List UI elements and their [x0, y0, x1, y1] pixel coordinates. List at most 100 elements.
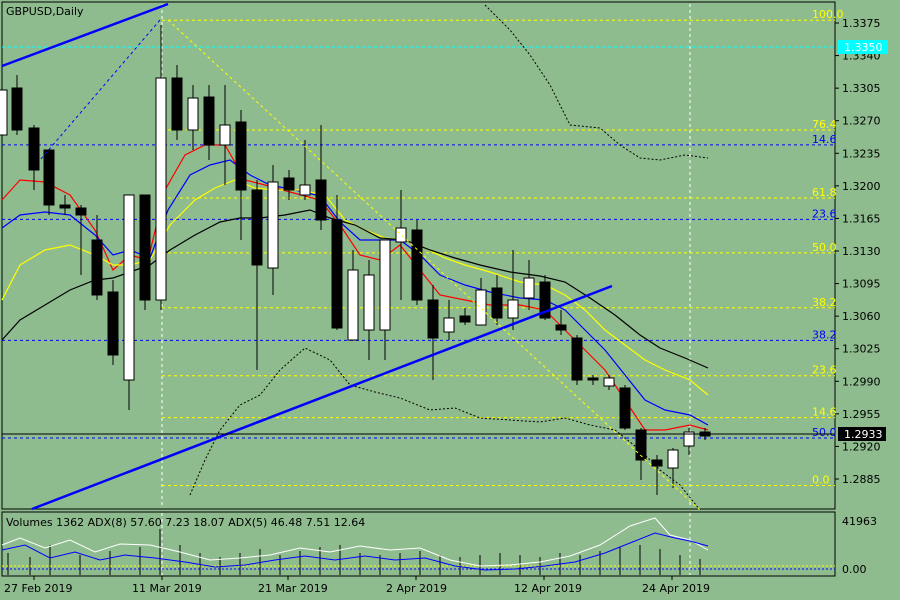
candle-body — [507, 299, 519, 319]
fib-level-label: 38.2 — [812, 296, 837, 309]
candle-body — [667, 449, 679, 469]
price-tick-label: 1.2955 — [842, 408, 881, 421]
candle-body — [251, 189, 263, 266]
time-tick-label: 2 Apr 2019 — [386, 582, 447, 595]
candle-body — [411, 229, 423, 301]
candle-body — [235, 121, 247, 191]
price-tick-label: 1.3200 — [842, 180, 881, 193]
candle-body — [491, 287, 503, 319]
candle-body — [523, 277, 535, 299]
candle-body — [123, 194, 135, 381]
candle-body — [315, 179, 327, 221]
candle-body — [379, 239, 391, 331]
fib-retracement-line[interactable] — [167, 19, 701, 511]
current-price-box — [838, 427, 886, 441]
fib-level-label: 76.4 — [812, 118, 837, 131]
indicator-axis-top: 41963 — [842, 515, 877, 528]
current-price-label: 1.2933 — [844, 428, 883, 441]
candle-body — [587, 377, 599, 381]
trendline-upper[interactable] — [1, 2, 169, 68]
time-tick-label: 24 Apr 2019 — [642, 582, 710, 595]
candle-body — [427, 299, 439, 339]
time-tick-label: 21 Mar 2019 — [258, 582, 328, 595]
price-tick-label: 1.3130 — [842, 245, 881, 258]
marker-price-label: 1.3350 — [844, 41, 883, 54]
candle-body — [347, 269, 359, 341]
candle-body — [603, 377, 615, 387]
candle-body — [91, 239, 103, 296]
candle-body — [635, 429, 647, 461]
candle-body — [459, 315, 471, 323]
fib-level-label: 38.2 — [812, 328, 837, 341]
marker-price-box — [838, 40, 888, 54]
indicator-panel-frame — [1, 511, 836, 577]
candle-body — [43, 149, 55, 206]
price-tick-label: 1.2920 — [842, 440, 881, 453]
price-tick-label: 1.2990 — [842, 375, 881, 388]
candle-body — [619, 387, 631, 429]
fib-level-label: 61.8 — [812, 186, 837, 199]
fib-level-label: 50.0 — [812, 241, 837, 254]
candle-body — [203, 96, 215, 146]
price-tick-label: 1.3060 — [842, 310, 881, 323]
candle-body — [75, 207, 87, 216]
candle-body — [107, 291, 119, 356]
price-tick-label: 1.3095 — [842, 278, 881, 291]
ma-red — [1, 144, 709, 431]
fib-retracement-line[interactable] — [39, 19, 161, 161]
fibonacci-levels: 100.0 76.4 61.8 50.0 38.2 23.6 14.6 0.0 14.6 23.6… — [2, 8, 844, 487]
time-tick-label: 27 Feb 2019 — [4, 582, 72, 595]
candle-body — [555, 324, 567, 331]
price-axis: 1.33751.33401.33051.32701.32351.32001.31… — [835, 17, 881, 486]
fib-level-label: 23.6 — [812, 364, 837, 377]
candle-body — [683, 431, 695, 447]
candle-body — [219, 124, 231, 146]
candlesticks — [0, 25, 711, 495]
adx-line-white — [1, 517, 709, 567]
candle-body — [651, 459, 663, 467]
price-tick-label: 1.3025 — [842, 343, 881, 356]
time-tick-label: 11 Mar 2019 — [132, 582, 202, 595]
fib-level-label: 50.0 — [812, 426, 837, 439]
ma-blue — [1, 159, 709, 426]
volume-histogram — [7, 529, 701, 575]
candle-body — [267, 181, 279, 269]
indicator-label: Volumes 1362 ADX(8) 57.60 7.23 18.07 ADX… — [6, 516, 365, 529]
ma-black — [1, 209, 709, 369]
fib-level-label: 100.0 — [812, 8, 844, 21]
candle-body — [283, 177, 295, 191]
candle-body — [571, 337, 583, 381]
price-tick-label: 1.3270 — [842, 115, 881, 128]
adx-line-blue — [1, 532, 709, 571]
price-tick-label: 1.3165 — [842, 212, 881, 225]
candle-body — [155, 77, 167, 301]
moving-averages — [1, 144, 709, 431]
candle-body — [395, 227, 407, 243]
candle-body — [299, 184, 311, 196]
price-tick-label: 1.3305 — [842, 82, 881, 95]
candle-body — [475, 289, 487, 326]
candle-body — [11, 87, 23, 131]
time-axis: 27 Feb 2019 11 Mar 2019 21 Mar 2019 2 Apr 2… — [4, 576, 710, 595]
envelope-upper — [484, 4, 709, 161]
price-panel-frame — [1, 1, 836, 510]
candle-body — [139, 194, 151, 301]
candle-body — [363, 274, 375, 331]
fib-level-label: 23.6 — [812, 207, 837, 220]
fib-level-label: 0.0 — [812, 474, 830, 487]
candle-body — [59, 204, 71, 209]
candle-body — [539, 281, 551, 319]
candle-body — [443, 317, 455, 333]
price-tick-label: 1.3375 — [842, 17, 881, 30]
fib-level-label: 14.6 — [812, 406, 837, 419]
indicator-axis-bottom: 0.00 — [842, 563, 867, 576]
price-tick-label: 1.3235 — [842, 147, 881, 160]
trendline-support[interactable] — [31, 284, 613, 511]
chart-title: GBPUSD,Daily — [6, 5, 84, 18]
price-tick-label: 1.2885 — [842, 473, 881, 486]
candle-body — [187, 97, 199, 131]
candle-body — [331, 219, 343, 329]
candle-body — [28, 127, 40, 171]
